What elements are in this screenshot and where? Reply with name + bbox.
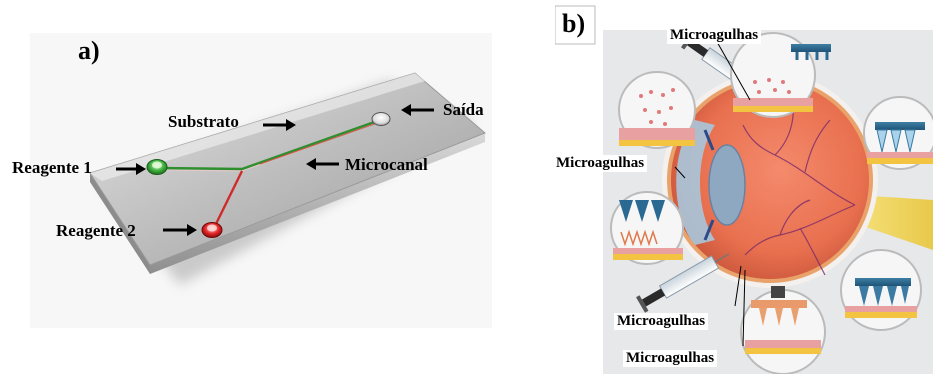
inset-circle-2 [730,32,831,118]
microchannel-mixed [259,121,381,165]
label-reagent1: Reagente 1 [12,158,92,177]
microchannel-red [211,170,244,231]
panel-b-ocular-microneedles [554,0,937,375]
retinal-vessels [742,99,856,276]
slide-edge-front [150,133,485,274]
eye-microneedle-illustration [554,0,937,375]
inset-circle-1 [618,71,696,149]
microchannel-green [157,118,381,171]
outlet-well [371,112,391,126]
arrow-microchannel-head [306,158,316,170]
reagent1-well-shine [152,161,162,169]
panel-a-microfluidic-chip [30,33,492,328]
label-substrate: Substrato [168,112,239,131]
arrow-outlet-head [401,104,411,116]
microfluidic-chip-illustration [89,72,486,285]
label-microneedles-bottom-1: Microagulhas [614,313,709,330]
label-microneedles-left: Microagulhas [553,155,648,172]
panel-b-letter: b) [562,9,586,38]
arrow-reagent2-head [187,224,197,236]
panel-b-letter-box [554,5,596,45]
arrow-substrate-head [286,119,296,131]
iris [703,129,715,241]
label-reagent2: Reagente 2 [56,221,136,240]
slide-highlight [90,73,425,181]
reagent2-well-shine [207,224,217,232]
inset-circle-5 [840,249,922,331]
inset-circle-3 [863,96,937,170]
slide-edge-left [90,173,150,274]
lens [708,144,746,226]
label-outlet: Saída [443,100,484,119]
retina [671,81,869,279]
syringe-bottom [636,253,730,313]
panel-a-arrows [116,104,434,236]
label-microchannel: Microcanal [345,155,428,174]
label-microneedles-bottom-2: Microagulhas [623,350,718,367]
inset-circle-6 [740,286,826,375]
optic-nerve [855,195,933,250]
panel-a-letter: a) [78,36,100,65]
inset-circle-4 [610,191,684,265]
cornea [676,120,715,245]
label-pointer-lines [674,32,751,347]
arrow-reagent1-head [136,163,146,175]
label-microneedles-top: Microagulhas [667,27,762,44]
